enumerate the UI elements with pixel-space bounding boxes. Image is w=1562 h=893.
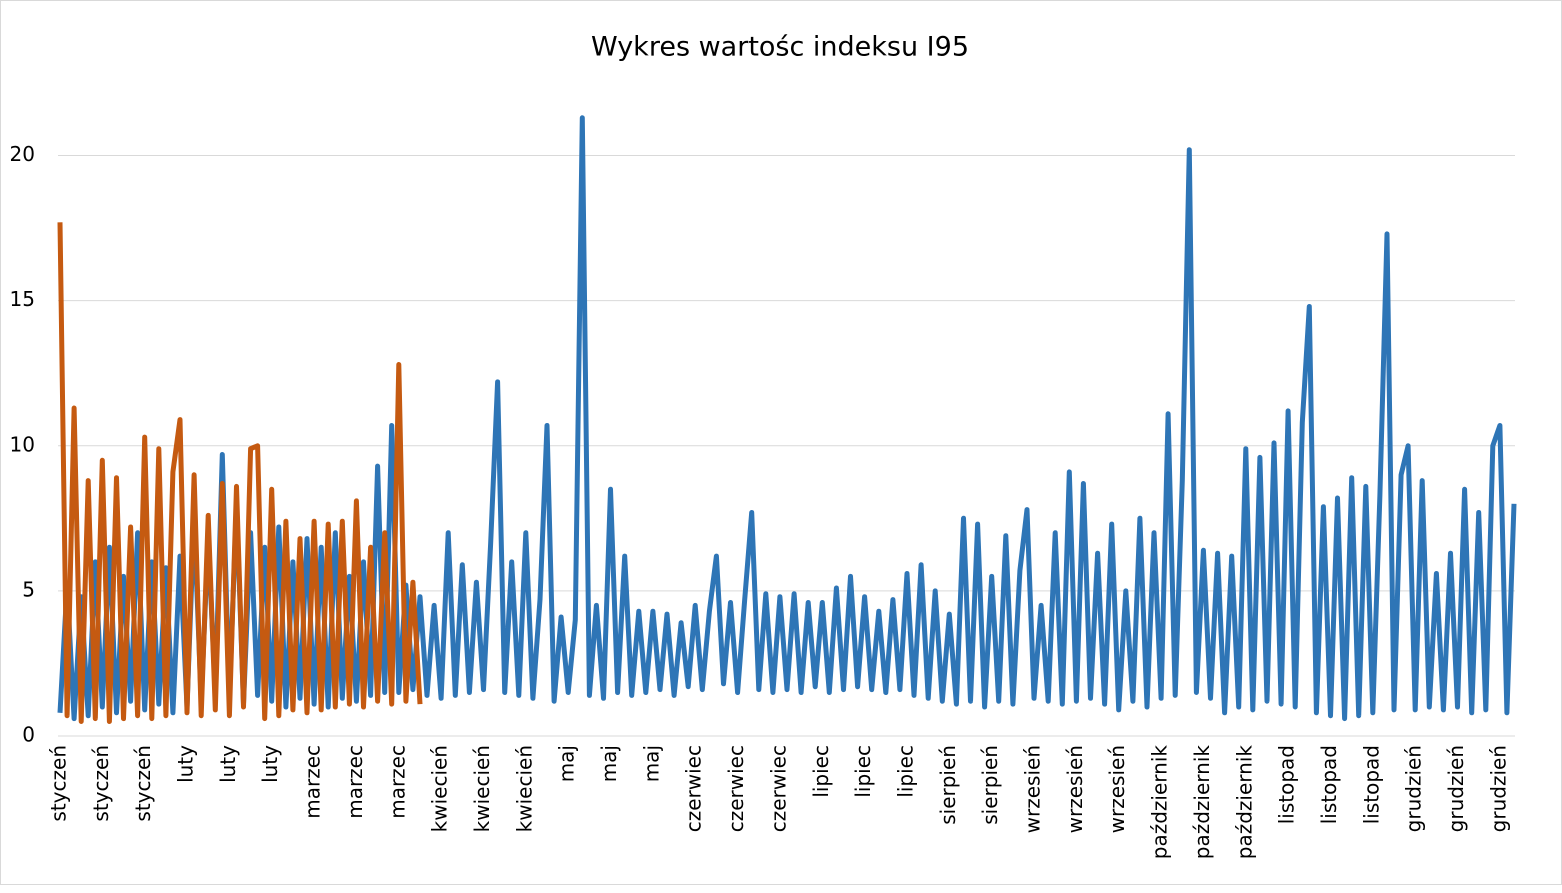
x-tick-label: styczeń [89,745,113,822]
x-tick-label: sierpień [978,745,1002,825]
x-tick-label: styczeń [47,745,71,822]
x-tick-label: czerwiec [682,745,706,832]
x-tick-label: lipiec [809,745,833,798]
x-tick-label: wrzesień [1063,745,1087,833]
y-tick-label: 15 [10,287,35,311]
x-tick-label: kwiecień [470,745,494,832]
x-tick-label: luty [258,745,282,783]
x-tick-label: grudzień [1402,745,1426,832]
y-tick-label: 10 [10,432,35,456]
x-tick-label: listopad [1359,745,1383,824]
x-tick-label: październik [1232,745,1256,860]
x-tick-label: czerwiec [724,745,748,832]
x-tick-label: kwiecień [428,745,452,832]
x-tick-label: lipiec [851,745,875,798]
x-tick-label: kwiecień [512,745,536,832]
chart-title: Wykres wartośc indeksu I95 [591,32,969,63]
y-tick-label: 5 [22,577,35,601]
x-tick-label: październik [1190,745,1214,860]
x-tick-label: październik [1148,745,1172,860]
x-tick-label: listopad [1317,745,1341,824]
x-tick-label: listopad [1275,745,1299,824]
x-tick-label: czerwiec [766,745,790,832]
x-tick-label: maj [597,745,621,782]
x-tick-label: grudzień [1486,745,1510,832]
y-tick-label: 0 [22,723,35,747]
x-tick-label: luty [216,745,240,783]
x-tick-label: maj [639,745,663,782]
x-tick-label: marzec [385,745,409,819]
x-tick-label: sierpień [936,745,960,825]
x-tick-label: marzec [343,745,367,819]
series-line [57,222,423,724]
x-tick-label: maj [555,745,579,782]
x-tick-label: grudzień [1444,745,1468,832]
x-tick-label: luty [174,745,198,783]
x-tick-label: lipiec [893,745,917,798]
x-tick-label: wrzesień [1105,745,1129,833]
x-tick-label: marzec [301,745,325,819]
y-tick-label: 20 [10,142,35,166]
x-tick-label: styczeń [131,745,155,822]
x-tick-label: wrzesień [1021,745,1045,833]
